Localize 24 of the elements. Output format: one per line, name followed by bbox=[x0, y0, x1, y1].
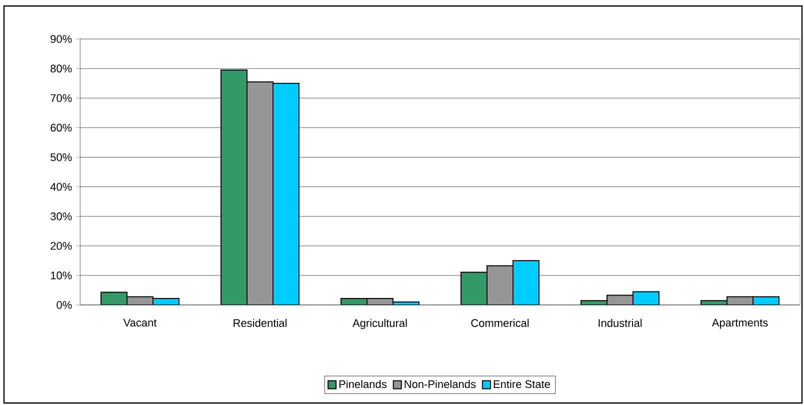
legend-label: Pinelands bbox=[339, 380, 386, 388]
y-tick-label: 50% bbox=[50, 153, 72, 162]
y-tick-label: 80% bbox=[50, 64, 72, 72]
bar bbox=[272, 82, 300, 305]
x-tick-label: Vacant bbox=[123, 318, 157, 327]
bar bbox=[460, 272, 488, 305]
bar bbox=[633, 292, 660, 305]
x-tick-label: Commerical bbox=[471, 318, 529, 327]
legend-label: Entire State bbox=[494, 380, 550, 388]
y-tick-label: 0% bbox=[56, 301, 72, 309]
bar bbox=[220, 70, 248, 305]
y-tick-label: 40% bbox=[50, 182, 72, 191]
y-tick-label: 90% bbox=[50, 35, 72, 43]
x-tick-label: Industrial bbox=[598, 318, 642, 327]
y-tick-label: 60% bbox=[50, 124, 72, 132]
y-tick-label: 20% bbox=[50, 242, 72, 250]
y-tick-label: 30% bbox=[50, 212, 72, 220]
x-tick-label: Agricultural bbox=[352, 318, 407, 330]
x-tick-label: Residential bbox=[234, 318, 286, 327]
bar bbox=[512, 260, 540, 305]
y-tick-label: 70% bbox=[50, 94, 72, 102]
y-tick-label: 10% bbox=[50, 272, 72, 280]
x-tick-label: Apartments bbox=[712, 318, 768, 329]
legend-label: Non-Pinelands bbox=[404, 380, 476, 388]
